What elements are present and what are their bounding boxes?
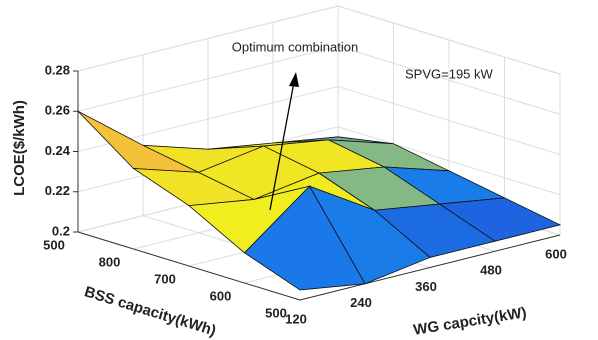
surface-cell xyxy=(243,185,366,291)
axis-line xyxy=(299,234,561,301)
z-tick-label: 0.28 xyxy=(45,62,70,77)
annotation: Optimum combination xyxy=(232,39,358,54)
plot: 0.2 0.22 0.24 0.26 0.28 120 240 360 480 600 500 600… xyxy=(43,5,567,326)
axis-line xyxy=(77,231,301,301)
x-axis-label: WG capcity(kW) xyxy=(412,304,527,339)
z-tick-label: 0.2 xyxy=(52,223,70,238)
y-tick-label: 800 xyxy=(99,254,121,269)
x-tick-label: 600 xyxy=(545,246,567,261)
z-tick-label: 0.26 xyxy=(45,103,70,118)
x-tick-label: 360 xyxy=(415,279,437,294)
surface-cell xyxy=(77,110,199,173)
arrow-head xyxy=(289,72,299,87)
x-tick-label: 240 xyxy=(350,295,372,310)
y-axis-label: BSS capacity(kWh) xyxy=(82,283,218,339)
z-tick-label: 0.24 xyxy=(45,143,71,158)
x-tick-label: 120 xyxy=(285,311,307,326)
y-tick-label: 700 xyxy=(154,271,176,286)
x-tick-label: 480 xyxy=(480,263,502,278)
z-axis-label: LCOE($/kWh) xyxy=(11,100,28,196)
annotation-arrow xyxy=(269,72,299,211)
annotation: SPVG=195 kW xyxy=(405,66,494,81)
arrow-shaft xyxy=(269,81,295,211)
y-tick-label: 500 xyxy=(265,305,287,320)
y-tick-label: 600 xyxy=(210,288,232,303)
y-tick-label: 500 xyxy=(43,237,65,252)
z-tick-label: 0.22 xyxy=(45,183,70,198)
